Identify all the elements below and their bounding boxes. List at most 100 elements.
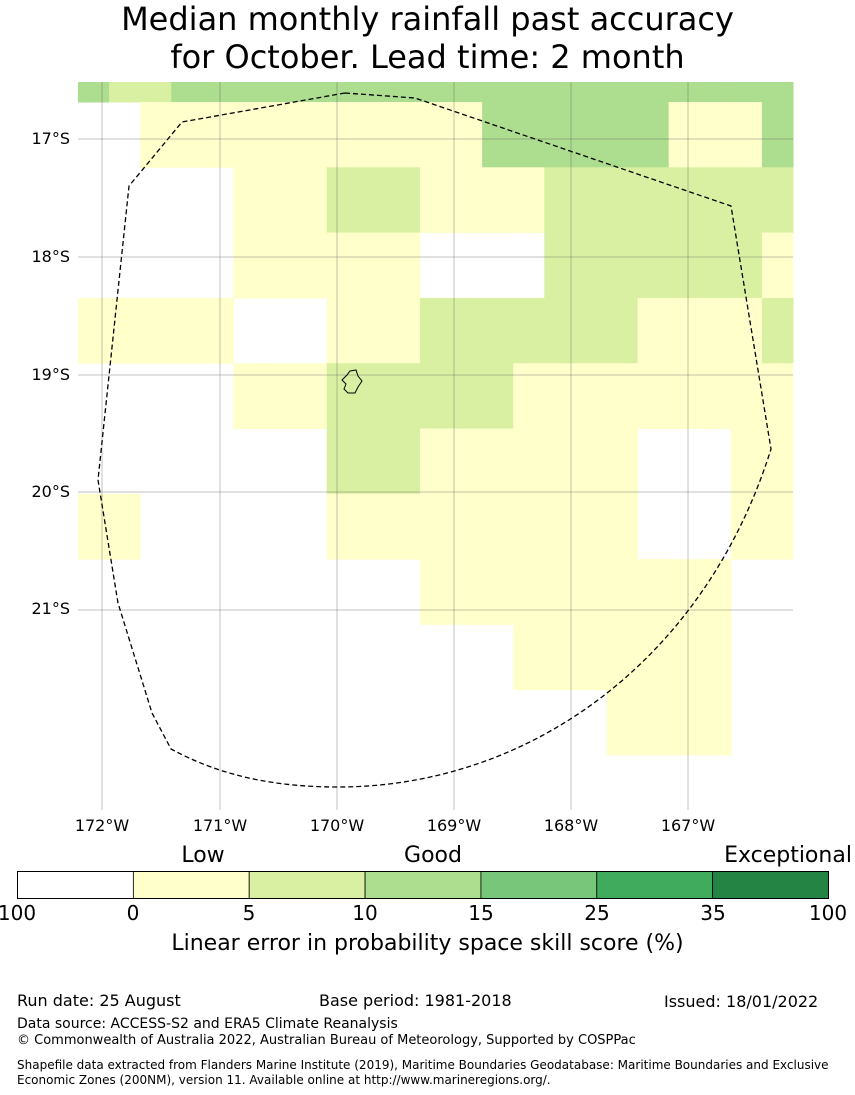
lat-label: 17°S [31,129,70,148]
grid-cell [606,624,639,691]
grid-cell [419,167,452,234]
grid-cell [264,82,297,103]
grid-cell [482,102,514,168]
graticule [78,82,793,810]
grid-cell [388,297,421,364]
grid-cell [357,493,390,560]
grid-cell [482,297,514,364]
grid-cell [295,102,328,168]
grid-cell [388,102,421,168]
grid-cell [264,363,297,429]
grid-cell [544,428,576,495]
grid-cell [730,297,763,364]
grid-cell [606,689,639,756]
grid-cell [513,167,545,234]
colorbar-tick: 10 [352,901,378,925]
grid-cell [109,493,141,560]
grid-cell [140,297,172,364]
legend-category: Low [181,843,225,868]
grid-cell [575,428,607,495]
map-plot [78,82,794,810]
grid-cell [513,82,545,103]
grid-cell [482,428,514,495]
colorbar-swatches [17,871,829,899]
niue-island-outline [341,369,363,394]
lon-label: 170°W [309,816,365,835]
grid-cell [295,232,328,299]
grid-cell [730,167,763,234]
colorbar-swatch [248,871,366,899]
eez-boundary [97,92,772,788]
lat-label: 20°S [31,482,70,501]
grid-cell [668,689,701,756]
grid-cell [78,82,110,103]
grid-cell [451,493,483,560]
grid-cell [171,102,203,168]
grid-cell [668,82,701,103]
grid-cell [419,82,452,103]
grid-cell [668,232,701,299]
grid-cell [761,102,794,168]
grid-cell [419,363,452,429]
colorbar-tick: 100 [0,901,37,925]
grid-cell [295,167,328,234]
grid-cell [761,297,794,364]
grid-cell [233,102,266,168]
grid-cell [326,428,359,495]
colorbar-title: Linear error in probability space skill … [171,931,684,956]
grid-cell [202,102,234,168]
grid-cell [482,493,514,560]
colorbar-swatch [17,871,134,899]
issued-date: Issued: 18/01/2022 [664,992,819,1011]
grid-cell [357,232,390,299]
grid-cell [699,689,732,756]
grid-cell [575,82,607,103]
grid-cell [264,232,297,299]
grid-cell [513,493,545,560]
grid-cell [202,82,234,103]
copyright: © Commonwealth of Australia 2022, Austra… [17,1033,636,1048]
grid-cell [637,297,670,364]
title-line-1: Median monthly rainfall past accuracy [121,0,734,38]
grid-cell [761,82,794,103]
grid-cell [171,297,203,364]
grid-cell [699,82,732,103]
grid-cell [419,493,452,560]
grid-cell [357,167,390,234]
grid-cell [326,102,359,168]
grid-cell [233,82,266,103]
grid-cell [761,167,794,234]
colorbar-frame [17,871,829,899]
grid-cell [637,102,670,168]
grid-cell [699,363,732,429]
grid-cell [606,493,639,560]
grid-cell [513,559,545,625]
data-source: Data source: ACCESS-S2 and ERA5 Climate … [17,1016,398,1032]
grid-cell [699,232,732,299]
grid-cell [357,102,390,168]
grid-cell [668,167,701,234]
lat-label: 18°S [31,247,70,266]
grid-cell [419,559,452,625]
grid-cell [575,232,607,299]
grid-cell [606,363,639,429]
grid-cell [699,102,732,168]
skill-grid [78,82,794,756]
grid-cell [544,82,576,103]
grid-cell [264,167,297,234]
grid-cell [575,559,607,625]
grid-cell [730,102,763,168]
grid-cell [388,82,421,103]
grid-cell [761,428,794,495]
grid-cell [637,559,670,625]
grid-cell [606,559,639,625]
title-line-2: for October. Lead time: 2 month [170,38,685,76]
grid-cell [606,167,639,234]
colorbar-swatch [480,871,598,899]
grid-cell [544,559,576,625]
grid-cell [513,363,545,429]
grid-cell [326,232,359,299]
grid-cell [140,102,172,168]
grid-cell [451,82,483,103]
colorbar-swatch [712,871,829,899]
